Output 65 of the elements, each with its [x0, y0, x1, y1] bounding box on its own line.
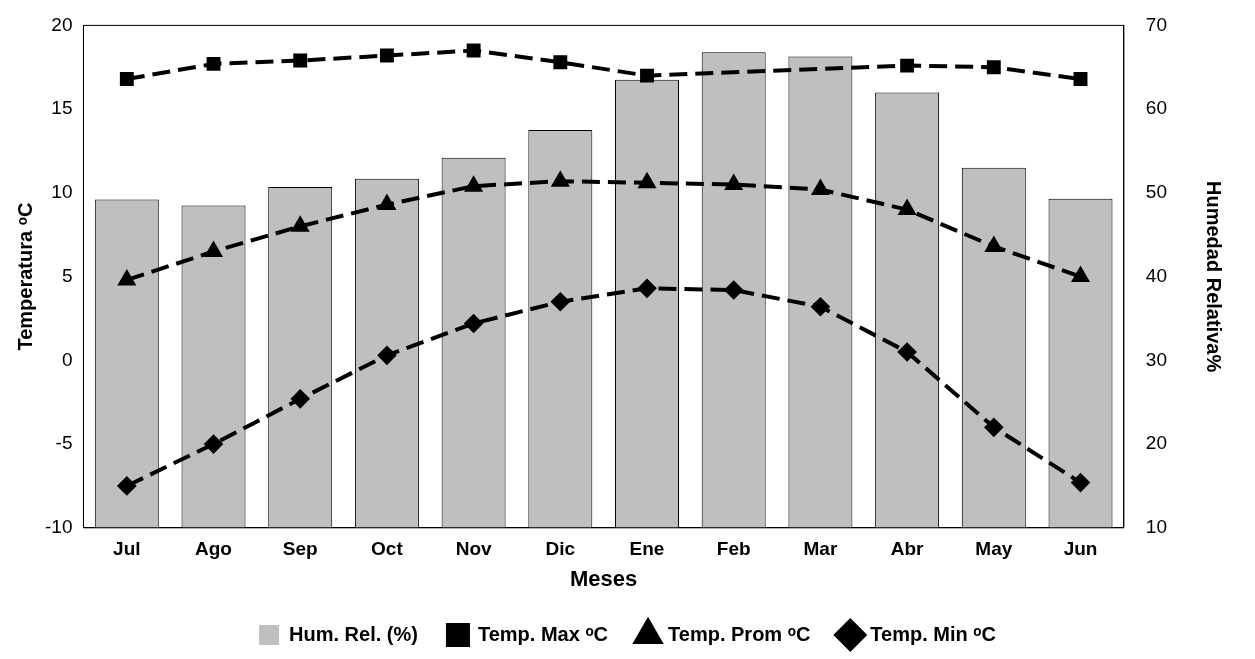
point — [638, 173, 656, 189]
point — [117, 476, 136, 495]
y-tick-label: 5 — [61, 264, 73, 286]
point — [640, 68, 654, 83]
point — [1071, 473, 1090, 492]
y-axis-title: Temperatura ᵒC — [13, 202, 36, 351]
x-tick-label: Nov — [455, 538, 492, 560]
point — [465, 177, 482, 192]
point — [118, 270, 135, 286]
x-tick-label: Jul — [113, 538, 141, 560]
point — [552, 172, 569, 187]
x-tick-label: Sep — [282, 538, 318, 560]
point — [291, 389, 310, 408]
y-tick-label: -5 — [55, 432, 73, 454]
point — [379, 48, 394, 63]
point — [984, 418, 1003, 437]
x-tick-label: Abr — [890, 538, 925, 560]
x-tick-label: Mar — [803, 538, 838, 560]
x-tick-label: Ago — [195, 538, 232, 560]
point — [725, 175, 742, 190]
point — [638, 279, 657, 298]
point — [553, 55, 568, 70]
y-tick-label: 20 — [51, 13, 73, 35]
point — [1071, 265, 1090, 283]
y-tick-label: 15 — [51, 97, 73, 119]
x-tick-label: Ene — [629, 538, 665, 560]
y2-tick-label: 60 — [1145, 97, 1168, 119]
point — [811, 178, 830, 196]
point — [377, 346, 396, 365]
y2-tick-label: 40 — [1145, 264, 1168, 286]
x-axis-title: Meses — [570, 565, 638, 591]
point — [292, 217, 309, 232]
point — [811, 297, 830, 316]
legend-label: Temp. Prom ᵒC — [668, 622, 811, 645]
y2-tick-label: 50 — [1145, 181, 1168, 203]
point — [724, 281, 743, 299]
point — [551, 292, 570, 311]
point — [986, 60, 1001, 75]
x-tick-label: May — [975, 538, 1013, 560]
point — [985, 237, 1002, 252]
y2-tick-label: 70 — [1145, 13, 1168, 35]
point — [204, 435, 223, 454]
point — [119, 72, 134, 86]
point — [205, 242, 222, 257]
point — [900, 58, 915, 73]
y-tick-label: 0 — [61, 348, 73, 370]
y2-tick-label: 20 — [1145, 432, 1168, 454]
y-tick-label: 10 — [51, 181, 73, 203]
legend-label: Temp. Max ᵒC — [477, 622, 609, 645]
x-tick-label: Dic — [545, 538, 576, 560]
x-tick-label: Oct — [371, 538, 404, 560]
y2-tick-label: 10 — [1145, 516, 1168, 538]
y2-axis-title: Humedad Relativa% — [1203, 181, 1226, 373]
point — [1073, 72, 1088, 86]
point — [898, 342, 917, 361]
y-tick-label: -10 — [44, 516, 73, 538]
x-tick-label: Jun — [1063, 538, 1098, 560]
point — [206, 56, 221, 71]
point — [466, 43, 481, 58]
y2-tick-label: 30 — [1145, 348, 1168, 370]
legend-label: Temp. Min ᵒC — [870, 622, 996, 645]
point — [293, 53, 308, 68]
legend-label: Hum. Rel. (%) — [289, 622, 418, 645]
point — [464, 314, 483, 333]
x-tick-label: Feb — [716, 538, 751, 560]
